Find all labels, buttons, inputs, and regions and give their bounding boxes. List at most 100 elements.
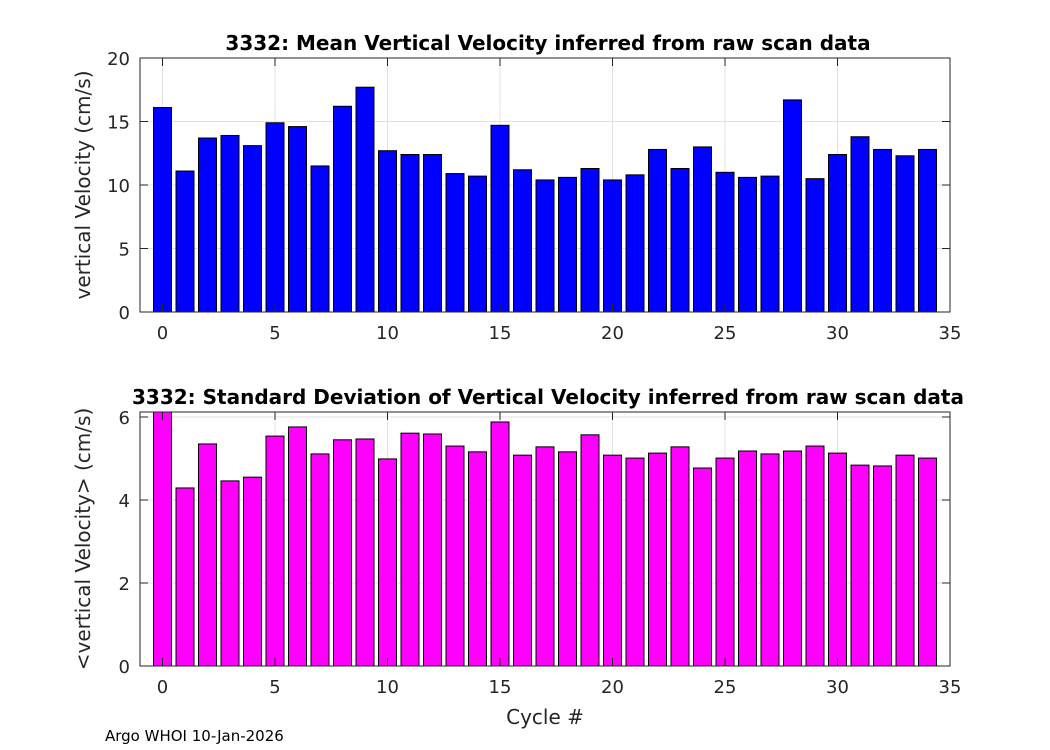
x-tick-label: 5 xyxy=(269,323,280,344)
bar xyxy=(603,454,622,667)
bar xyxy=(805,178,825,313)
bar xyxy=(490,421,510,667)
x-tick-label: 20 xyxy=(601,323,624,344)
bar xyxy=(850,464,870,667)
bar xyxy=(513,169,532,313)
bar xyxy=(715,457,735,667)
bar xyxy=(693,146,712,313)
x-tick-label: 10 xyxy=(376,677,399,698)
bar xyxy=(828,154,847,313)
bar xyxy=(918,457,937,667)
bar xyxy=(400,154,420,313)
bar xyxy=(153,107,172,313)
y-tick-label: 2 xyxy=(119,574,130,595)
x-tick-label: 20 xyxy=(601,677,624,698)
bar xyxy=(288,126,307,313)
bar xyxy=(648,148,667,313)
chart-title: 3332: Mean Vertical Velocity inferred fr… xyxy=(225,31,870,55)
bar xyxy=(738,450,757,667)
bar xyxy=(310,453,330,667)
y-tick-label: 20 xyxy=(107,49,130,70)
bar xyxy=(850,136,870,313)
bar xyxy=(760,453,780,667)
bar xyxy=(535,179,555,313)
bar xyxy=(445,173,465,313)
bar xyxy=(243,476,262,667)
footer-text: Argo WHOI 10-Jan-2026 xyxy=(105,727,284,745)
x-tick-label: 30 xyxy=(826,323,849,344)
bar xyxy=(265,122,285,313)
bar xyxy=(175,487,195,667)
bar xyxy=(535,446,555,667)
x-axis-label: Cycle # xyxy=(506,705,584,729)
bar xyxy=(310,165,330,313)
bar xyxy=(468,451,487,667)
bar xyxy=(580,434,600,667)
y-tick-label: 0 xyxy=(119,657,130,678)
bar xyxy=(400,432,420,667)
bar xyxy=(378,458,397,667)
bar xyxy=(580,167,600,313)
x-tick-label: 35 xyxy=(939,323,962,344)
bar xyxy=(670,167,690,313)
y-tick-label: 15 xyxy=(107,113,130,134)
bar xyxy=(423,433,442,667)
y-tick-label: 0 xyxy=(119,303,130,324)
x-tick-label: 0 xyxy=(157,677,168,698)
chart-title: 3332: Standard Deviation of Vertical Vel… xyxy=(132,385,964,409)
axes-1: 0 5 10 15 20 25 30 35 0 5 10 15 20 3332: Mean Vertica… xyxy=(71,31,961,344)
bar xyxy=(625,457,645,667)
bar xyxy=(873,465,892,667)
y-axis-label: <vertical Velocity> (cm/s) xyxy=(71,408,95,671)
bar xyxy=(895,155,915,313)
bar xyxy=(670,446,690,667)
bar xyxy=(558,451,577,667)
x-tick-label: 35 xyxy=(939,677,962,698)
y-axis-label: vertical Velocity (cm/s) xyxy=(71,71,95,300)
bar xyxy=(513,454,532,667)
bar xyxy=(805,445,825,667)
bar xyxy=(333,439,352,667)
x-tick-label: 0 xyxy=(157,323,168,344)
axes-box xyxy=(139,411,951,667)
bar xyxy=(445,445,465,667)
x-tick-label: 25 xyxy=(714,323,737,344)
bar xyxy=(175,170,195,313)
bar xyxy=(715,171,735,313)
x-tick-label: 5 xyxy=(269,677,280,698)
y-tick-label: 6 xyxy=(119,408,130,429)
bar xyxy=(918,148,937,313)
y-tick-label: 5 xyxy=(119,240,130,261)
bar xyxy=(333,105,352,313)
bar xyxy=(648,452,667,667)
bar xyxy=(738,176,757,313)
y-tick-label: 10 xyxy=(107,176,130,197)
bar xyxy=(243,145,262,313)
bar xyxy=(265,435,285,667)
bar xyxy=(288,426,307,667)
bar xyxy=(783,99,802,313)
bar xyxy=(603,179,622,313)
x-tick-label: 30 xyxy=(826,677,849,698)
bar xyxy=(355,86,375,313)
bar xyxy=(378,150,397,313)
bar xyxy=(198,137,217,313)
bar xyxy=(220,134,240,313)
bar xyxy=(558,176,577,313)
bar xyxy=(153,411,172,667)
x-tick-label: 10 xyxy=(376,323,399,344)
bar xyxy=(198,443,217,667)
bar xyxy=(468,175,487,313)
x-tick-label: 15 xyxy=(489,323,512,344)
x-tick-label: 25 xyxy=(714,677,737,698)
bar xyxy=(355,438,375,667)
bar xyxy=(873,148,892,313)
y-tick-label: 4 xyxy=(119,491,130,512)
bar xyxy=(220,480,240,667)
bar xyxy=(490,124,510,313)
bar xyxy=(760,175,780,313)
bar xyxy=(693,467,712,667)
